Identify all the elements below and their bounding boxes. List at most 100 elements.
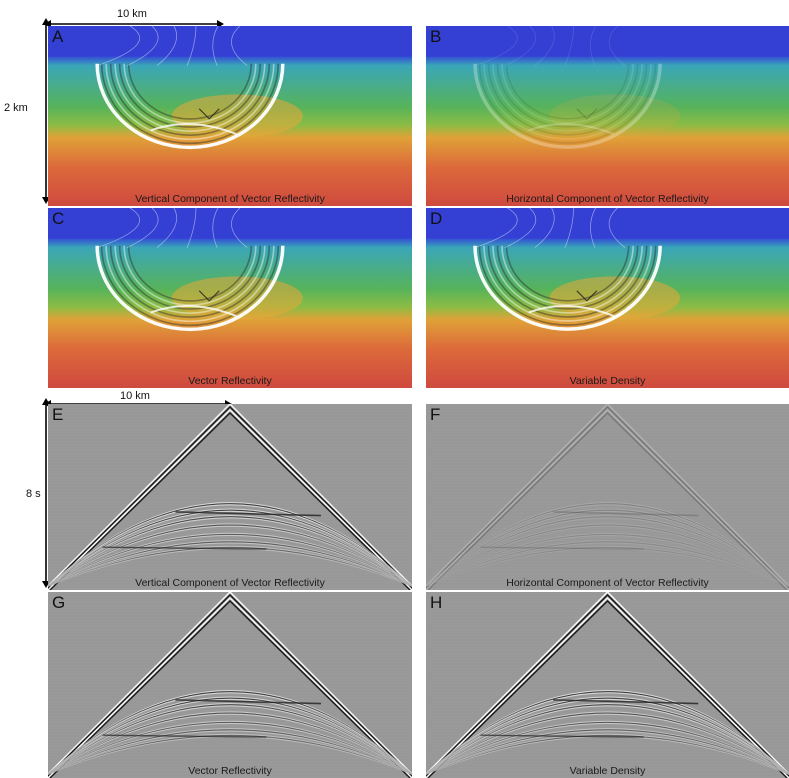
reflection-hyperbola bbox=[426, 524, 789, 587]
wavefront-arc bbox=[123, 245, 257, 306]
panel-c: C Vector Reflectivity bbox=[48, 208, 412, 388]
ray-line bbox=[186, 208, 197, 248]
ray-line bbox=[504, 208, 537, 248]
ray-line bbox=[212, 26, 219, 66]
panel-b-letter: B bbox=[430, 27, 442, 46]
flat-event bbox=[102, 734, 267, 738]
wavefront-arc bbox=[496, 63, 639, 128]
wavefront-arc bbox=[478, 245, 657, 326]
wavefront-arc bbox=[118, 245, 262, 310]
direct-arrival bbox=[48, 592, 412, 775]
reflection-hyperbola bbox=[426, 545, 789, 587]
panel-d-caption: Variable Density bbox=[569, 375, 646, 387]
ray-line bbox=[474, 208, 518, 248]
wavefront-arc bbox=[105, 245, 275, 322]
panel-f-image bbox=[426, 404, 789, 590]
direct-arrival bbox=[426, 594, 789, 777]
reflection-hyperbola bbox=[426, 734, 789, 775]
wavefront-arc bbox=[100, 63, 280, 145]
panel-h-letter: H bbox=[430, 593, 443, 612]
reflection-hyperbola bbox=[48, 540, 412, 587]
reflection-hyperbola bbox=[48, 545, 412, 587]
reflection-hyperbola bbox=[426, 729, 789, 775]
wavefront-arc bbox=[492, 245, 643, 314]
direct-arrival bbox=[426, 592, 789, 775]
reflection-hyperbola bbox=[48, 525, 412, 587]
reflection-hyperbola bbox=[426, 728, 789, 775]
flat-event bbox=[175, 699, 322, 705]
reflection-hyperbola bbox=[426, 730, 789, 775]
panel-d: D Variable Density bbox=[426, 208, 789, 388]
reflection-hyperbola bbox=[48, 510, 412, 587]
reflection-hyperbola bbox=[426, 547, 789, 587]
reflection-hyperbola bbox=[426, 516, 789, 587]
reflector-arc bbox=[150, 305, 237, 317]
direct-arrival bbox=[48, 409, 412, 590]
panel-f-letter: F bbox=[430, 405, 441, 424]
ray-line bbox=[231, 26, 248, 66]
flat-event bbox=[175, 511, 322, 517]
reflection-hyperbola bbox=[426, 503, 789, 587]
reflection-hyperbola bbox=[48, 713, 412, 775]
wavefront-arc bbox=[109, 245, 271, 318]
scale-label-bottom-horizontal: 10 km bbox=[120, 390, 150, 402]
panel-c-letter: C bbox=[52, 209, 65, 228]
anomaly-blob bbox=[549, 94, 681, 138]
reflection-hyperbola bbox=[426, 523, 789, 587]
reflector-arc bbox=[528, 305, 615, 317]
panel-e-letter: E bbox=[52, 405, 64, 424]
ray-line bbox=[186, 26, 197, 66]
panel-a-image bbox=[48, 26, 412, 206]
water-layer bbox=[48, 26, 412, 57]
reflection-hyperbola bbox=[426, 502, 789, 587]
panel-b-image bbox=[426, 26, 789, 206]
diffraction-mark bbox=[576, 290, 598, 302]
wavefront-arc bbox=[100, 245, 280, 327]
reflection-hyperbola bbox=[426, 534, 789, 587]
reflection-hyperbola bbox=[48, 504, 412, 587]
wavefront-arc bbox=[505, 63, 630, 120]
panel-g-letter: G bbox=[52, 593, 66, 612]
reflection-hyperbola bbox=[426, 515, 789, 587]
ray-line bbox=[564, 208, 574, 248]
ray-line bbox=[97, 26, 141, 66]
reflection-hyperbola bbox=[48, 730, 412, 775]
reflection-hyperbola bbox=[426, 504, 789, 587]
wavefront-arc bbox=[501, 245, 634, 306]
ray-line bbox=[608, 26, 626, 66]
panel-d-letter: D bbox=[430, 209, 443, 228]
direct-arrival bbox=[427, 412, 788, 590]
reflection-hyperbola bbox=[426, 692, 789, 775]
reflection-hyperbola bbox=[48, 722, 412, 775]
direct-arrival bbox=[426, 404, 789, 587]
ray-line bbox=[126, 208, 159, 248]
reflection-hyperbola bbox=[48, 534, 412, 587]
reflection-hyperbola bbox=[426, 733, 789, 775]
wavefront-arc bbox=[487, 245, 648, 318]
ray-line bbox=[608, 208, 626, 248]
ray-line bbox=[504, 26, 537, 66]
reflection-hyperbola bbox=[426, 508, 789, 587]
wavefront-arc bbox=[127, 245, 253, 302]
reflection-hyperbola bbox=[48, 542, 412, 587]
ray-line bbox=[212, 208, 219, 248]
panel-b-caption: Horizontal Component of Vector Reflectiv… bbox=[506, 193, 709, 205]
reflection-hyperbola bbox=[48, 733, 412, 775]
reflection-hyperbola bbox=[426, 541, 789, 587]
wavefront-arc bbox=[114, 63, 266, 132]
panel-g-image bbox=[48, 592, 412, 778]
reflection-hyperbola bbox=[426, 525, 789, 587]
reflector-arc bbox=[150, 123, 237, 135]
panel-e-image bbox=[48, 404, 412, 590]
ray-line bbox=[534, 26, 555, 66]
wavefront-arc bbox=[127, 63, 253, 120]
reflection-hyperbola bbox=[48, 728, 412, 775]
wavefront-arc bbox=[95, 245, 285, 332]
diffraction-mark bbox=[198, 290, 220, 302]
reflector-arc bbox=[528, 123, 615, 135]
reflection-hyperbola bbox=[48, 734, 412, 775]
wavefront-arc bbox=[473, 245, 662, 331]
ray-line bbox=[126, 26, 159, 66]
ray-line bbox=[156, 26, 178, 66]
ray-line bbox=[474, 26, 518, 66]
